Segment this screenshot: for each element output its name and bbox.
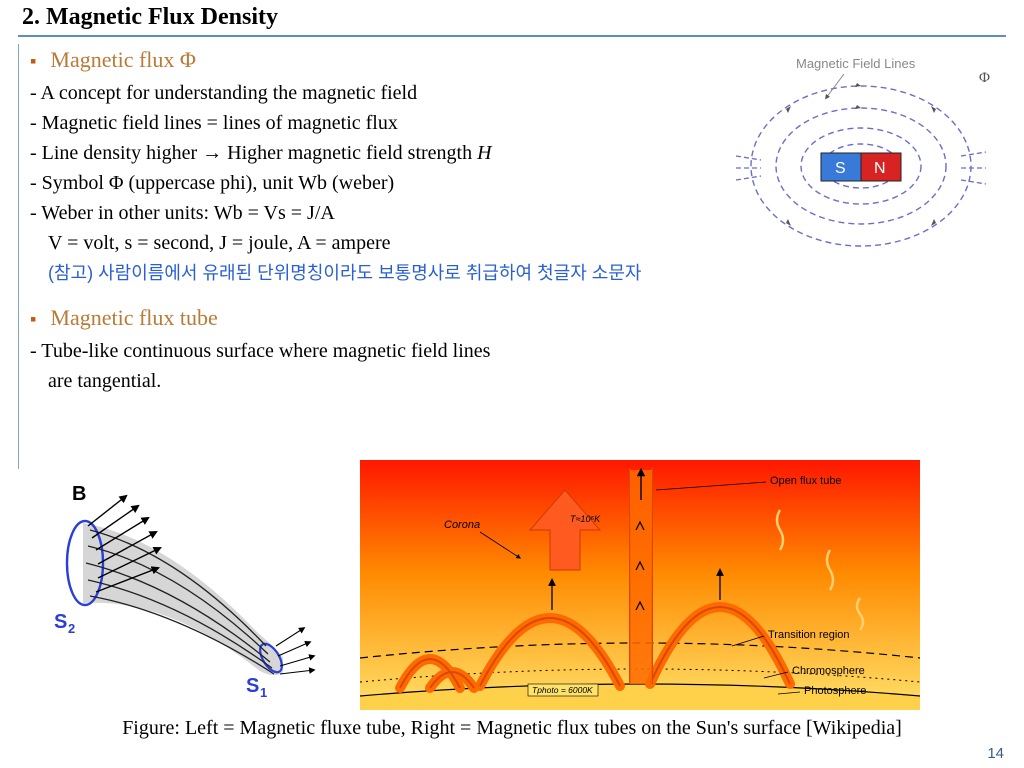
heading-magnetic-flux: Magnetic flux Φ	[50, 43, 196, 76]
square-bullet-icon: ▪	[30, 48, 36, 75]
label-t-photo: Tphoto = 6000K	[532, 685, 593, 695]
label-photo: Photosphere	[804, 685, 866, 697]
s1-line-2-text: - Line density higher → Higher magnetic …	[30, 142, 477, 164]
section-title: 2. Magnetic Flux Density	[18, 4, 1006, 37]
magnet-s-label: S	[835, 160, 846, 177]
italic-H: H	[477, 142, 491, 164]
label-chromo: Chromosphere	[792, 665, 865, 677]
svg-text:2: 2	[68, 621, 75, 636]
figure-flux-tube: B S 2 S 1	[28, 478, 328, 698]
square-bullet-icon: ▪	[30, 306, 36, 333]
bullet-row-2: ▪ Magnetic flux tube	[30, 301, 1006, 334]
figure-caption: Figure: Left = Magnetic fluxe tube, Righ…	[0, 717, 1024, 740]
svg-text:1: 1	[260, 685, 267, 698]
figure-magnet-field: Magnetic Field Lines Φ	[726, 56, 996, 266]
label-corona: Corona	[444, 519, 480, 531]
magnet-n-label: N	[874, 160, 886, 177]
figure-sun-surface: Open flux tube Corona T≈10⁶K Transition …	[360, 460, 920, 710]
page-number: 14	[987, 745, 1004, 762]
label-S2: S	[54, 611, 67, 633]
left-vertical-rule	[18, 44, 19, 469]
label-phi: Φ	[979, 70, 990, 87]
tube-svg: B S 2 S 1	[28, 478, 328, 698]
heading-flux-tube: Magnetic flux tube	[50, 301, 217, 334]
label-S1: S	[246, 675, 259, 697]
label-transition: Transition region	[768, 629, 850, 641]
sun-svg: Open flux tube Corona T≈10⁶K Transition …	[360, 460, 920, 710]
label-t-corona: T≈10⁶K	[570, 514, 601, 524]
label-field-lines: Magnetic Field Lines	[796, 56, 915, 71]
magnet-svg: S N	[726, 56, 996, 266]
s2-line-0: - Tube-like continuous surface where mag…	[30, 336, 1006, 366]
s2-line-1: are tangential.	[30, 366, 1006, 396]
label-open-flux: Open flux tube	[770, 475, 842, 487]
label-B: B	[72, 483, 86, 505]
